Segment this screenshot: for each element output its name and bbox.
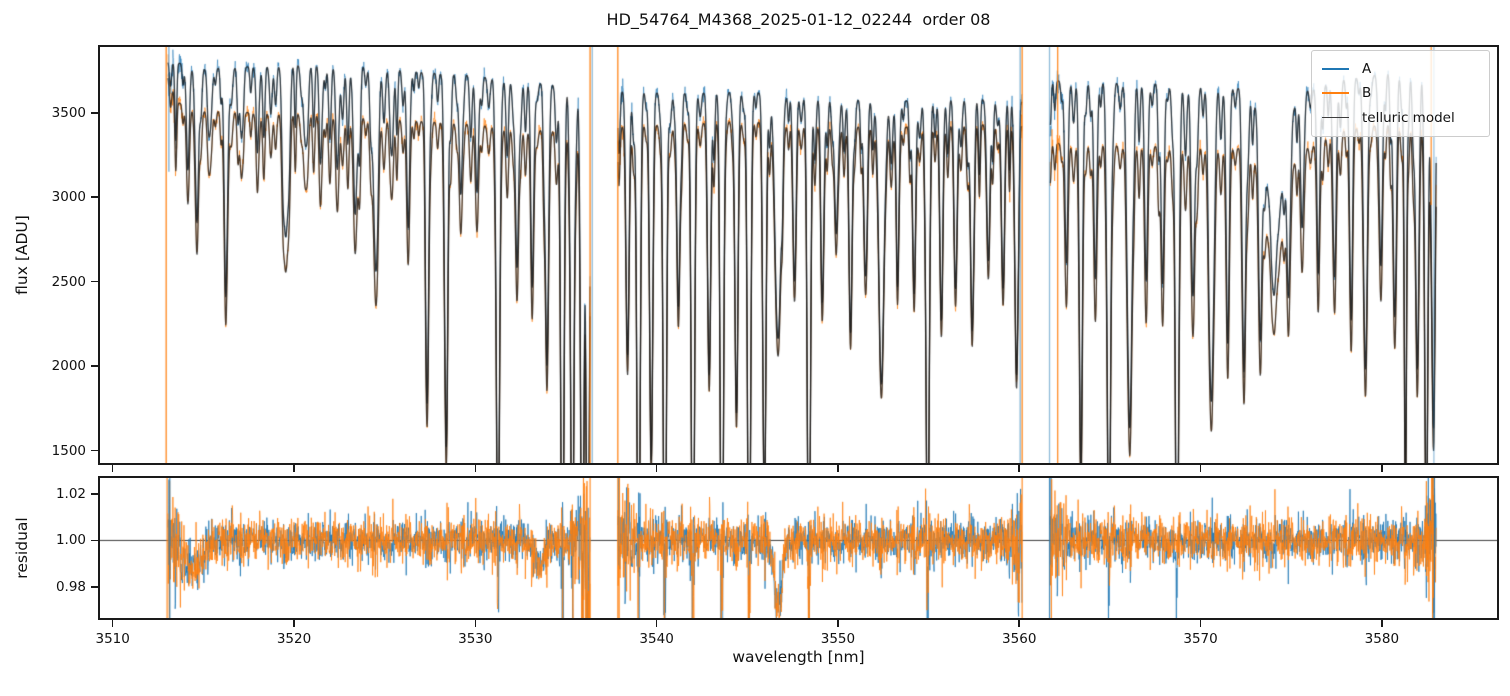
x-tick — [1381, 620, 1383, 627]
y-tick — [91, 449, 98, 452]
y-tick-label: 2500 — [51, 273, 86, 290]
legend-line-swatch — [1322, 92, 1349, 95]
y-tick — [91, 111, 98, 114]
y-tick — [91, 586, 98, 588]
legend-label: B — [1362, 85, 1372, 102]
x-tick — [293, 620, 295, 627]
x-tick — [837, 465, 839, 472]
x-tick — [1018, 465, 1021, 472]
y-tick-label: 1.02 — [55, 486, 86, 503]
plot-title: HD_54764_M4368_2025-01-12_02244 order 08 — [606, 10, 991, 29]
legend-line-swatch — [1322, 117, 1349, 119]
y-tick — [91, 365, 98, 367]
y-tick-label: 2000 — [51, 358, 86, 375]
y-tick-label: 3000 — [51, 189, 86, 206]
x-tick — [111, 465, 114, 472]
legend-line-swatch — [1322, 68, 1349, 71]
legend-label: telluric model — [1362, 109, 1455, 126]
x-tick-label: 3510 — [95, 631, 130, 647]
x-tick-label: 3520 — [276, 631, 312, 647]
x-axis-label: wavelength [nm] — [732, 648, 865, 666]
y-tick — [91, 493, 98, 495]
x-tick-label: 3550 — [820, 631, 856, 647]
residual-canvas — [100, 478, 1497, 618]
legend-entry-a: A — [1322, 61, 1479, 77]
legend-entry-telluric-model: telluric model — [1322, 110, 1479, 126]
x-tick — [837, 620, 839, 627]
x-tick-label: 3540 — [639, 631, 674, 647]
legend-label: A — [1362, 61, 1372, 78]
y-tick-label: 1.00 — [55, 532, 86, 549]
y-tick — [91, 196, 98, 198]
x-tick-label: 3530 — [458, 631, 493, 647]
y-tick-label: 1500 — [51, 442, 86, 459]
y-tick — [91, 280, 98, 283]
x-tick — [1199, 465, 1202, 472]
x-tick — [474, 465, 477, 472]
x-tick-label: 3570 — [1183, 631, 1218, 647]
legend-entry-b: B — [1322, 85, 1479, 101]
flux-canvas — [100, 47, 1497, 463]
y-tick-label: 3500 — [51, 104, 86, 121]
x-tick — [655, 620, 658, 627]
x-tick-label: 3560 — [1002, 631, 1037, 647]
x-tick — [1018, 620, 1021, 627]
x-tick-label: 3580 — [1364, 631, 1400, 647]
x-tick — [1381, 465, 1383, 472]
x-tick — [655, 465, 658, 472]
y-tick — [91, 539, 98, 542]
x-tick — [474, 620, 477, 627]
flux-panel — [98, 45, 1499, 465]
y-tick-label: 0.98 — [55, 578, 86, 595]
x-tick — [1199, 620, 1202, 627]
x-tick — [293, 465, 295, 472]
residual-panel — [98, 476, 1499, 620]
x-tick — [111, 620, 114, 627]
